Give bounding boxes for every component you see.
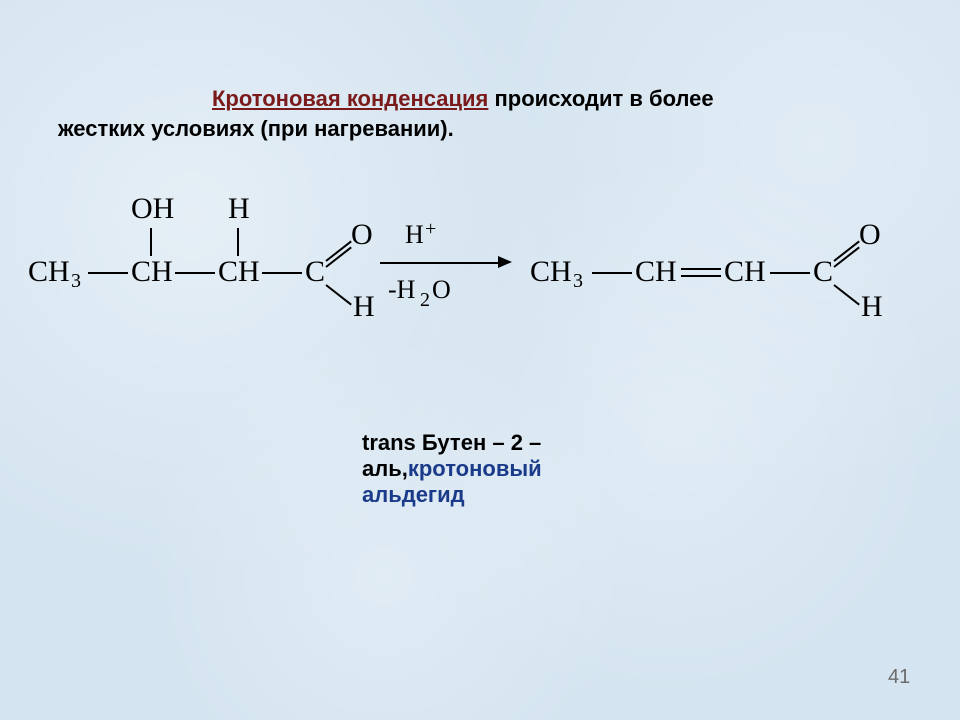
bond-3 [262,272,302,274]
arrow-below-sub: 2 [420,289,430,312]
atom-ch-a: CH [131,255,173,289]
bond-h-top [237,228,239,256]
r-atom-h-bot: H [861,290,883,324]
arrow-above: H [405,220,424,250]
r-bond-3 [770,272,810,274]
r-bond-1 [592,272,632,274]
bond-oh [150,228,152,256]
r-atom-ch3: CH [530,255,572,289]
r-bond-ch-bot [833,284,859,305]
atom-h-top: H [228,192,250,226]
atom-h-bot: H [353,290,375,324]
atom-ch-b: CH [218,255,260,289]
caption-2b: кротоновый [408,456,542,481]
page-number: 41 [888,666,910,689]
bond-ch-bot [325,284,351,305]
caption-line-3: альдегид [362,482,542,508]
bond-1 [88,272,128,274]
atom-o: O [351,218,373,252]
r-atom-ch3-sub: 3 [573,270,583,293]
atom-ch3: CH [28,255,70,289]
arrow-above-sup: + [425,218,436,241]
r-atom-c: C [813,255,833,289]
reaction-diagram: CH 3 CH OH CH H C O H H + -H 2 O CH 3 CH… [0,0,960,720]
atom-ch3-sub: 3 [71,270,81,293]
arrow-below-1: -H [388,275,415,305]
product-caption: trans Бутен – 2 – аль,кротоновый альдеги… [362,430,542,508]
bond-2 [175,272,215,274]
r-atom-o: O [859,218,881,252]
atom-oh: OH [131,192,174,226]
caption-line-2: аль,кротоновый [362,456,542,482]
r-bond-dbl-1 [681,268,721,270]
caption-line-1: trans Бутен – 2 – [362,430,542,456]
arrow-head [498,256,512,268]
caption-2a: аль, [362,456,408,481]
r-atom-ch-b: CH [724,255,766,289]
atom-c: C [305,255,325,289]
arrow-below-2: O [432,275,451,305]
r-bond-dbl-2 [681,275,721,277]
r-atom-ch-a: CH [635,255,677,289]
arrow-line [380,262,500,264]
